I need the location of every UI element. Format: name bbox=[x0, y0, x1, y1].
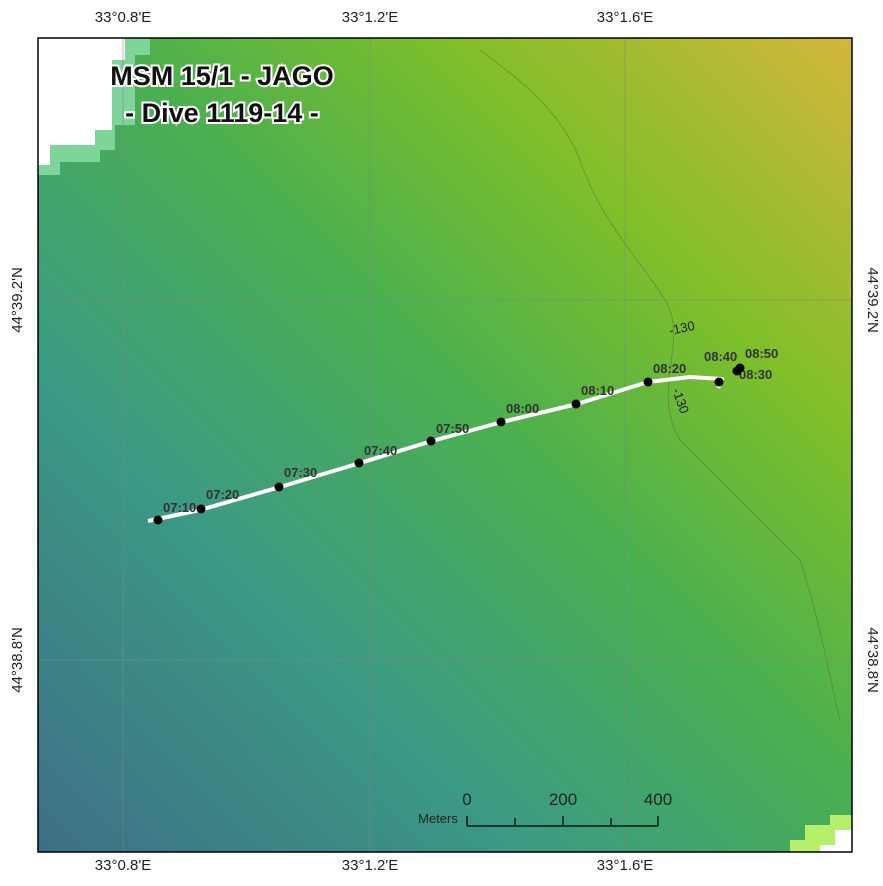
track-point bbox=[644, 378, 653, 387]
latitude-label: 44°38.8'N bbox=[9, 627, 26, 693]
track-point bbox=[715, 378, 724, 387]
time-label: 08:20 bbox=[653, 361, 686, 376]
scale-unit: Meters bbox=[418, 811, 458, 826]
track-point bbox=[197, 505, 206, 514]
longitude-label: 33°1.6'E bbox=[597, 857, 653, 874]
scale-label: 200 bbox=[549, 790, 577, 809]
longitude-label: 33°0.8'E bbox=[95, 9, 151, 26]
time-label: 07:30 bbox=[284, 465, 317, 480]
time-label: 07:50 bbox=[436, 421, 469, 436]
longitude-label: 33°0.8'E bbox=[95, 857, 151, 874]
latitude-label: 44°38.8'N bbox=[864, 627, 881, 693]
bathymetry bbox=[38, 38, 852, 852]
time-label: 07:40 bbox=[364, 443, 397, 458]
track-point bbox=[427, 437, 436, 446]
latitude-label: 44°39.2'N bbox=[9, 267, 26, 333]
time-label: 08:00 bbox=[506, 401, 539, 416]
scale-label: 400 bbox=[644, 790, 672, 809]
time-label: 07:20 bbox=[206, 487, 239, 502]
map: MSM 15/1 - JAGO - Dive 1119-14 - Meters … bbox=[0, 0, 883, 886]
map-subtitle: - Dive 1119-14 - bbox=[125, 98, 319, 128]
longitude-label: 33°1.2'E bbox=[342, 857, 398, 874]
longitude-label: 33°1.6'E bbox=[597, 9, 653, 26]
time-label: 08:50 bbox=[745, 346, 778, 361]
track-point bbox=[736, 364, 745, 373]
track-point bbox=[275, 483, 284, 492]
track-point bbox=[355, 459, 364, 468]
track-point bbox=[154, 516, 163, 525]
time-label: 07:10 bbox=[163, 500, 196, 515]
time-label: 08:10 bbox=[581, 383, 614, 398]
latitude-label: 44°39.2'N bbox=[864, 267, 881, 333]
longitude-label: 33°1.2'E bbox=[342, 9, 398, 26]
track-point bbox=[572, 400, 581, 409]
map-title: MSM 15/1 - JAGO bbox=[110, 61, 334, 91]
time-label: 08:40 bbox=[704, 349, 737, 364]
track-point bbox=[497, 418, 506, 427]
scale-label: 0 bbox=[462, 790, 471, 809]
